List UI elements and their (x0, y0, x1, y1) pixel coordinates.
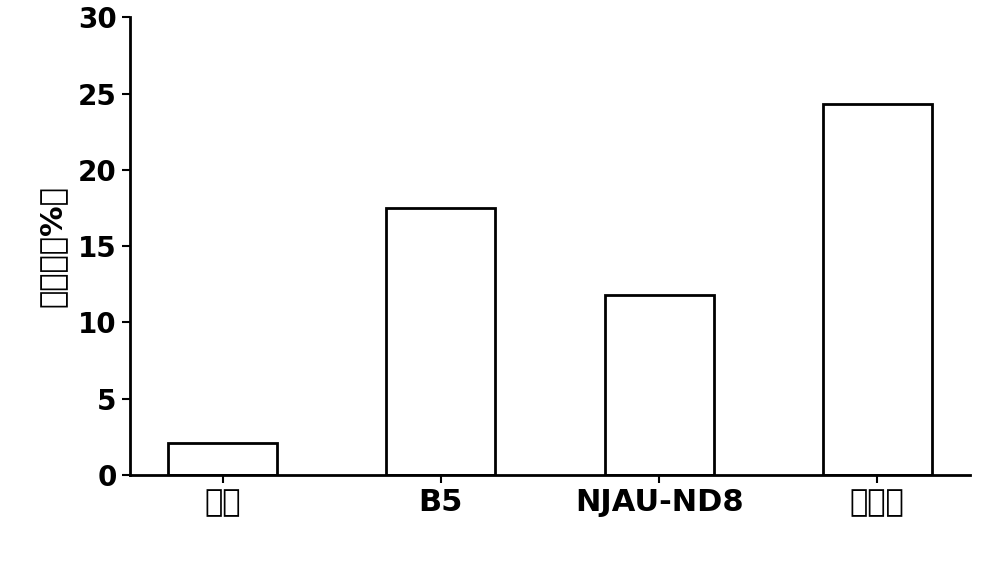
Bar (168, 443, 277, 475)
Bar (386, 208, 495, 475)
Bar (823, 104, 932, 475)
Y-axis label: 降解率（%）: 降解率（%） (38, 185, 67, 307)
Bar (605, 295, 714, 475)
